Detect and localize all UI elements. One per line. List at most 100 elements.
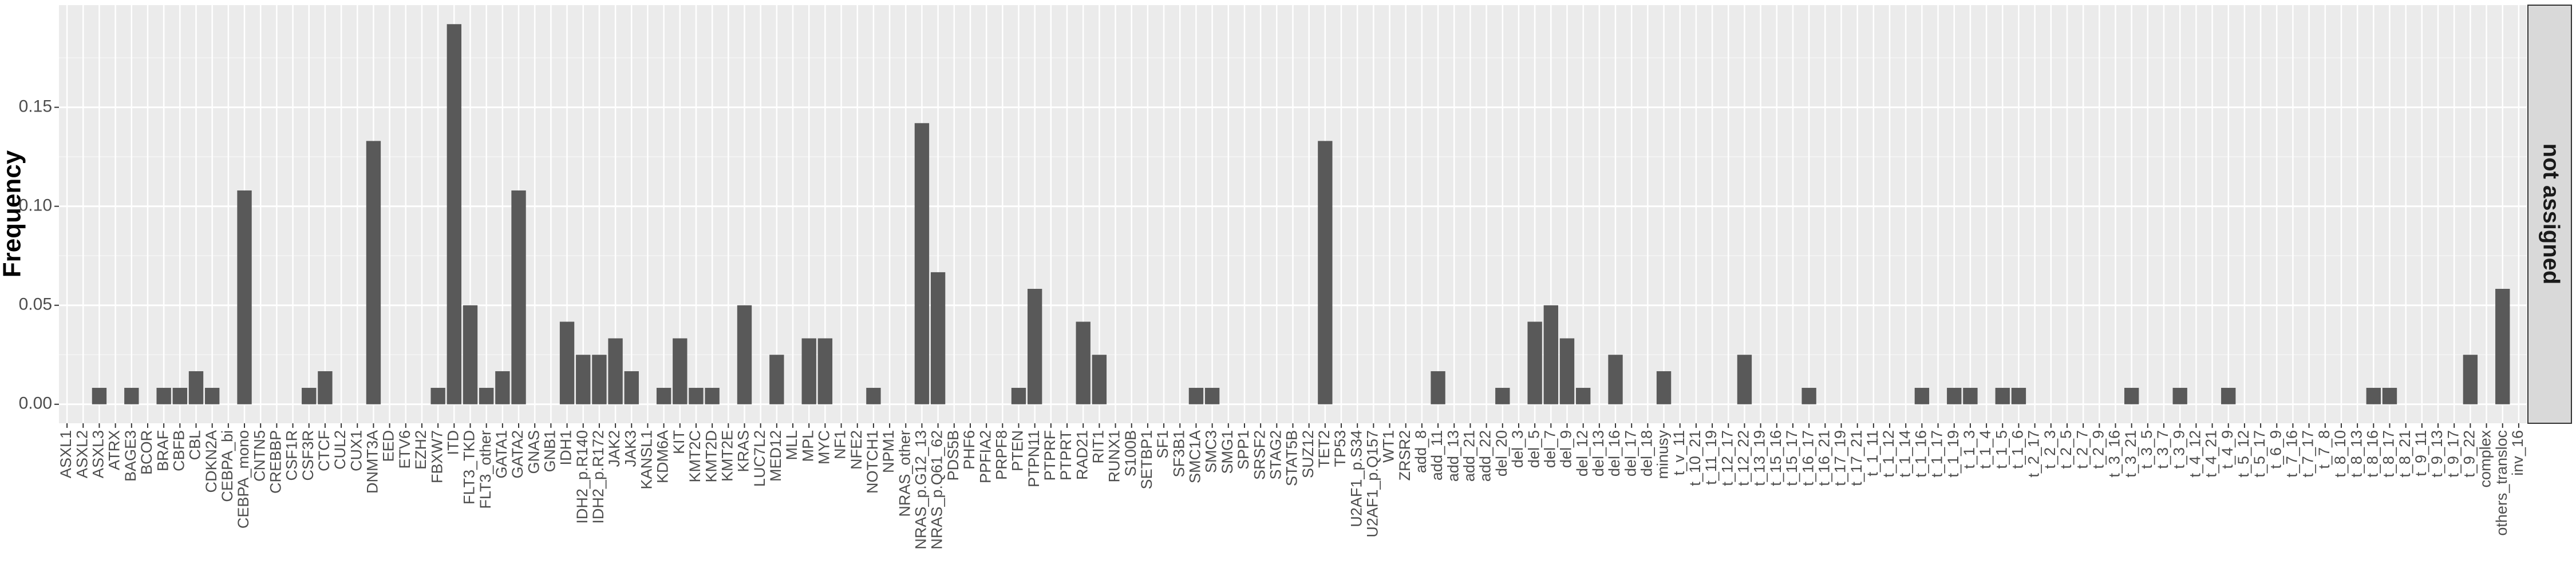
bar (1608, 355, 1623, 404)
x-tick-label: GATA2 (509, 430, 526, 479)
bar (866, 388, 881, 404)
x-tick-label: CBL (187, 430, 204, 460)
x-tick-label: CUL2 (331, 430, 349, 470)
x-tick-label: CSF1R (283, 430, 301, 481)
bar (1188, 388, 1204, 404)
x-tick-label: t_7_8 (2316, 430, 2333, 469)
x-tick-label: del_7 (1541, 430, 1558, 468)
x-tick-label: t_8_16 (2364, 430, 2381, 478)
x-tick-label: del_18 (1638, 430, 1656, 476)
bar (204, 388, 220, 404)
x-tick-label: KMT2D (702, 430, 720, 483)
bar (673, 338, 688, 404)
x-tick-label: t_8_17 (2380, 430, 2397, 478)
x-tick-label: t_1_16 (1913, 430, 1930, 478)
x-tick-label: CEBPA_bi (219, 430, 236, 502)
x-tick-label: t_15_16 (1767, 430, 1784, 486)
x-tick-label: add_8 (1412, 430, 1429, 473)
bar (1527, 321, 1542, 404)
bar (1027, 288, 1042, 404)
x-tick-label: t_8_13 (2348, 430, 2365, 478)
bar (737, 305, 752, 404)
bar (237, 190, 252, 404)
bar (1495, 388, 1510, 404)
x-tick-label: SF3B1 (1170, 430, 1187, 478)
x-tick-label: t_4_12 (2187, 430, 2204, 478)
x-tick-label: WT1 (1380, 430, 1397, 463)
x-tick-label: RAD21 (1073, 430, 1091, 480)
x-tick-label: t_2_3 (2041, 430, 2059, 469)
bar (2463, 355, 2478, 404)
bar (2495, 288, 2510, 404)
x-tick-label: STAG2 (1267, 430, 1284, 480)
x-tick-label: MED12 (767, 430, 784, 482)
x-tick-label: t_2_9 (2089, 430, 2107, 469)
x-tick-label: del_16 (1606, 430, 1623, 476)
x-tick-label: t_4_9 (2219, 430, 2236, 469)
x-tick-label: BAGE3 (122, 430, 139, 482)
bar (366, 141, 381, 404)
x-tick-label: GNB1 (542, 430, 559, 472)
x-tick-label: KRAS (735, 430, 752, 472)
bar (447, 24, 462, 404)
x-tick-label: IDH2_p.R140 (574, 430, 591, 524)
bar (930, 272, 946, 404)
x-tick-label: NRAS_p.G12_13 (912, 430, 930, 550)
bar (705, 388, 720, 404)
x-tick-label: t_17_19 (1832, 430, 1849, 486)
bar (801, 338, 816, 404)
x-tick-label: ETV6 (396, 430, 413, 469)
x-tick-label: CEBPA_mono (235, 430, 252, 529)
bar (2366, 388, 2381, 404)
x-tick-label: NRAS_p.Q61_62 (929, 430, 946, 550)
x-tick-label: JAK3 (622, 430, 639, 467)
x-tick-label: SUZ12 (1299, 430, 1317, 478)
x-tick-label: t_1_11 (1864, 430, 1881, 476)
x-tick-label: t_3_9 (2170, 430, 2187, 469)
y-tick-label: 0.05 (19, 295, 52, 314)
x-tick-label: PTPRT (1057, 430, 1074, 480)
x-tick-label: ASXL2 (73, 430, 90, 478)
x-tick-label: ATRX (106, 430, 123, 470)
x-tick-label: SMG1 (1219, 430, 1236, 474)
x-tick-label: PHF6 (961, 430, 978, 470)
bar (817, 338, 833, 404)
x-tick-label: others_transloc (2493, 430, 2510, 536)
x-tick-label: GATA1 (493, 430, 510, 479)
x-tick-label: CREBBP (267, 430, 285, 494)
x-tick-label: del_17 (1622, 430, 1639, 476)
x-tick-label: add_13 (1444, 430, 1461, 482)
x-tick-label: inv_16 (2509, 430, 2526, 476)
x-tick-label: PRPF8 (993, 430, 1010, 480)
x-tick-label: EZH2 (412, 430, 429, 470)
bar (1914, 388, 1930, 404)
x-tick-label: del_3 (1509, 430, 1526, 468)
bar (1656, 371, 1672, 404)
x-tick-label: STAT5B (1283, 430, 1301, 486)
bar (1092, 355, 1107, 404)
bar (318, 371, 333, 404)
y-axis-title: Frequency (0, 150, 26, 277)
x-tick-label: t_2_5 (2057, 430, 2075, 469)
x-tick-label: t_17_21 (1848, 430, 1865, 486)
bar (479, 388, 494, 404)
x-tick-label: RUNX1 (1106, 430, 1123, 483)
x-tick-label: t_1_12 (1880, 430, 1897, 478)
bar (1801, 388, 1816, 404)
bar (576, 355, 591, 404)
x-tick-label: NPM1 (880, 430, 897, 473)
x-tick-label: t_12_22 (1735, 430, 1752, 486)
x-tick-label: FLT3_TKD (461, 430, 478, 505)
bar (302, 388, 317, 404)
x-tick-label: BCOR (138, 430, 155, 475)
bar (592, 355, 607, 404)
bar (1543, 305, 1559, 404)
bar (463, 305, 478, 404)
x-tick-label: PDS5B (945, 430, 962, 481)
x-tick-label: t_v_11 (1670, 430, 1688, 475)
x-tick-label: MYC (816, 430, 833, 464)
x-tick-label: add_22 (1477, 430, 1494, 482)
x-tick-label: PTPN11 (1025, 430, 1042, 487)
x-tick-label: t_9_11 (2412, 430, 2429, 476)
